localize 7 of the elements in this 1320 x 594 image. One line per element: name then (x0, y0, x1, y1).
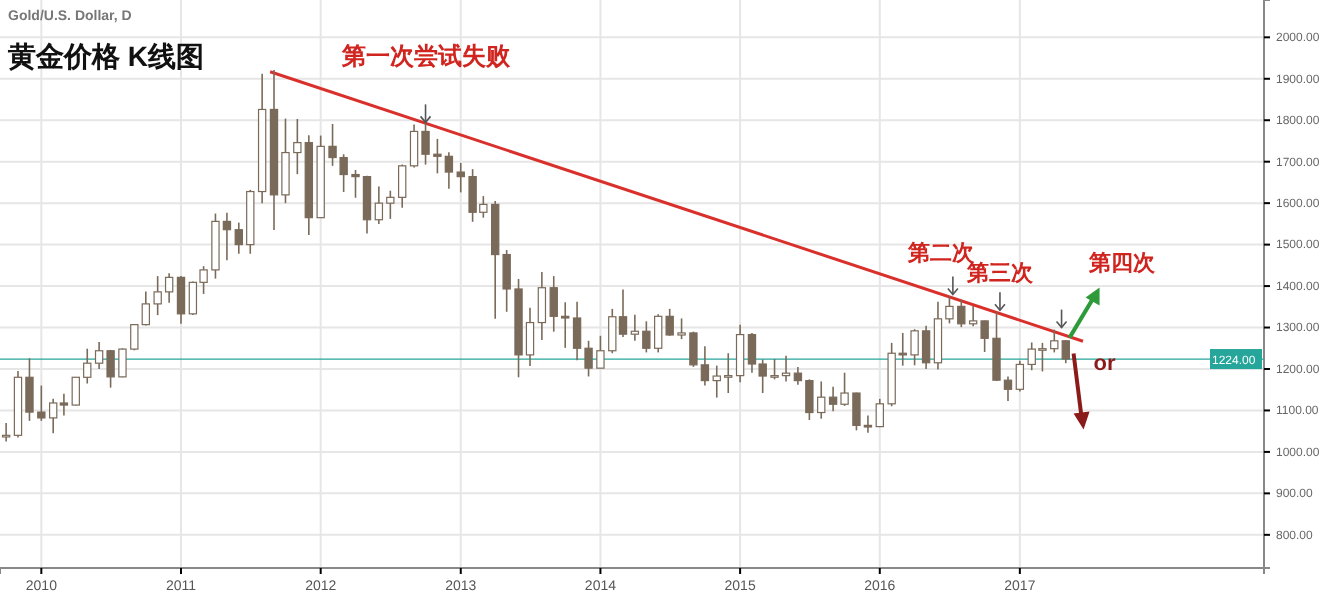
annotation: 第三次 (964, 260, 1035, 287)
candlestick (1, 422, 11, 443)
candlestick (735, 323, 745, 384)
text: 黄金价格 K线图 (6, 40, 204, 72)
candlestick (176, 275, 186, 325)
annotation: 第四次 (1086, 249, 1157, 276)
annotation: 第一次尝试失败 (339, 42, 512, 71)
